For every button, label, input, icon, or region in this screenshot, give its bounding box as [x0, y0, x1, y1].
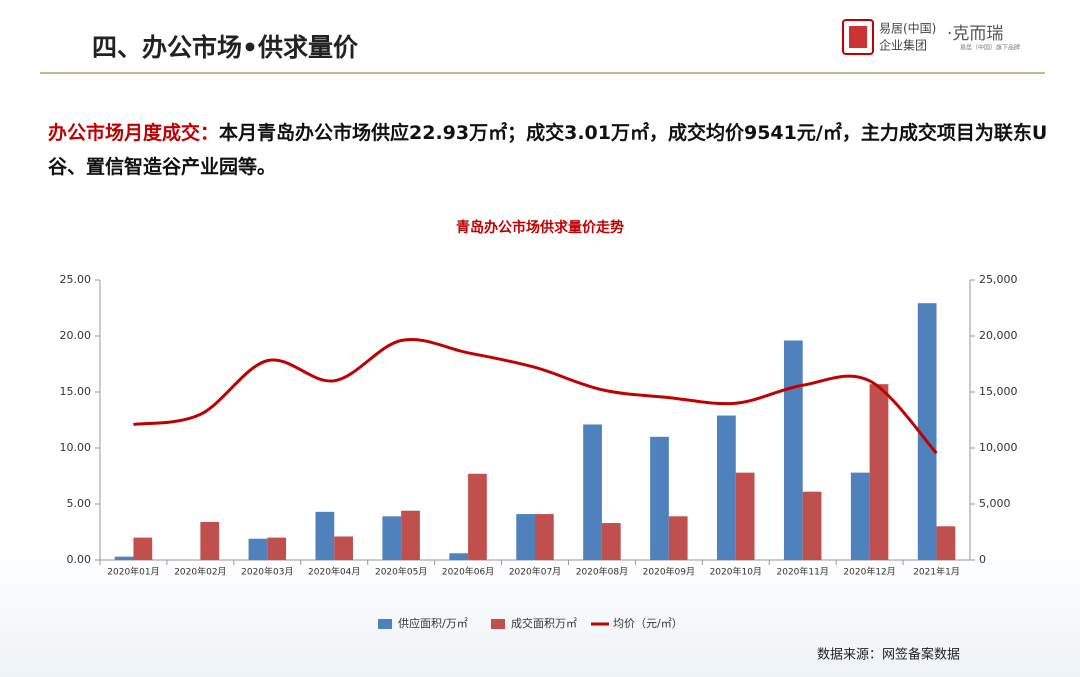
x-tick-label: 2020年06月 — [442, 566, 494, 578]
chart-title: 青岛办公市场供求量价走势 — [456, 219, 624, 236]
bar — [583, 424, 602, 560]
x-tick-label: 2020年10月 — [710, 566, 762, 578]
bar — [850, 472, 870, 560]
x-tick-label: 2020年04月 — [308, 566, 360, 578]
y-tick-label: 5.00 — [67, 497, 92, 510]
y2-tick-label: 0 — [979, 553, 986, 566]
logo: 易居(中国) 企业集团 ·克而瑞 易居（中国）旗下品牌 — [842, 19, 1020, 55]
y-tick-label: 15.00 — [60, 385, 92, 398]
bar — [133, 537, 153, 560]
x-tick-label: 2020年01月 — [107, 566, 159, 578]
slide-title: 四、办公市场•供求量价 — [92, 33, 358, 62]
bar — [382, 516, 402, 560]
bar — [936, 526, 956, 560]
y-tick-label: 20.00 — [60, 329, 92, 342]
x-tick-label: 2020年03月 — [241, 566, 293, 578]
bar — [650, 436, 669, 560]
y-tick-label: 10.00 — [60, 441, 92, 454]
bar — [516, 514, 535, 560]
y-tick-label: 0.00 — [67, 553, 92, 566]
logo-brand-sub: 易居（中国）旗下品牌 — [960, 44, 1020, 52]
legend-label: 均价（元/㎡） — [613, 617, 683, 630]
logo-line2: 企业集团 — [879, 38, 927, 53]
bar — [735, 472, 755, 560]
bar — [449, 553, 469, 560]
bar — [248, 538, 268, 560]
bar — [869, 384, 889, 560]
x-tick-label: 2020年08月 — [576, 566, 628, 578]
summary-text: 本月青岛办公市场供应22.93万㎡；成交3.01万㎡，成交均价9541元/㎡，主… — [48, 122, 1048, 178]
summary-label: 办公市场月度成交： — [48, 122, 220, 144]
source: 数据来源：网签备案数据 — [817, 647, 960, 663]
divider — [40, 72, 1045, 74]
bar — [601, 523, 621, 560]
x-tick-label: 2020年11月 — [777, 566, 829, 578]
legend-label: 成交面积万㎡ — [511, 616, 577, 630]
bar — [717, 415, 736, 560]
bar — [917, 303, 937, 560]
legend-swatch — [491, 619, 505, 629]
y2-tick-label: 25,000 — [979, 273, 1018, 286]
logo-mark-inner — [849, 26, 867, 48]
line-series — [133, 338, 938, 455]
bar — [267, 537, 287, 560]
y2-tick-label: 10,000 — [979, 441, 1018, 454]
bar — [334, 536, 353, 560]
bar — [468, 473, 487, 560]
y2-tick-label: 5,000 — [979, 497, 1011, 510]
x-tick-label: 2020年12月 — [843, 566, 895, 578]
y-tick-label: 25.00 — [60, 273, 92, 286]
y2-tick-label: 20,000 — [979, 329, 1018, 342]
logo-brand: ·克而瑞 — [947, 24, 1003, 44]
bar — [315, 511, 335, 560]
bar — [535, 514, 554, 560]
bar — [401, 510, 420, 560]
x-tick-label: 2020年09月 — [643, 566, 695, 578]
logo-line1: 易居(中国) — [879, 21, 936, 36]
x-tick-label: 2020年05月 — [375, 566, 427, 578]
y2-tick-label: 15,000 — [979, 385, 1018, 398]
legend-swatch — [378, 619, 392, 629]
bar — [668, 516, 688, 560]
x-tick-label: 2020年02月 — [174, 566, 226, 578]
x-tick-label: 2021年1月 — [913, 566, 960, 578]
summary: 办公市场月度成交：本月青岛办公市场供应22.93万㎡；成交3.01万㎡，成交均价… — [48, 116, 1048, 184]
bar — [783, 340, 803, 560]
bar — [200, 521, 220, 560]
legend-label: 供应面积/万㎡ — [398, 616, 468, 630]
x-tick-label: 2020年07月 — [509, 566, 561, 578]
bar — [802, 491, 822, 560]
bar — [114, 556, 134, 560]
